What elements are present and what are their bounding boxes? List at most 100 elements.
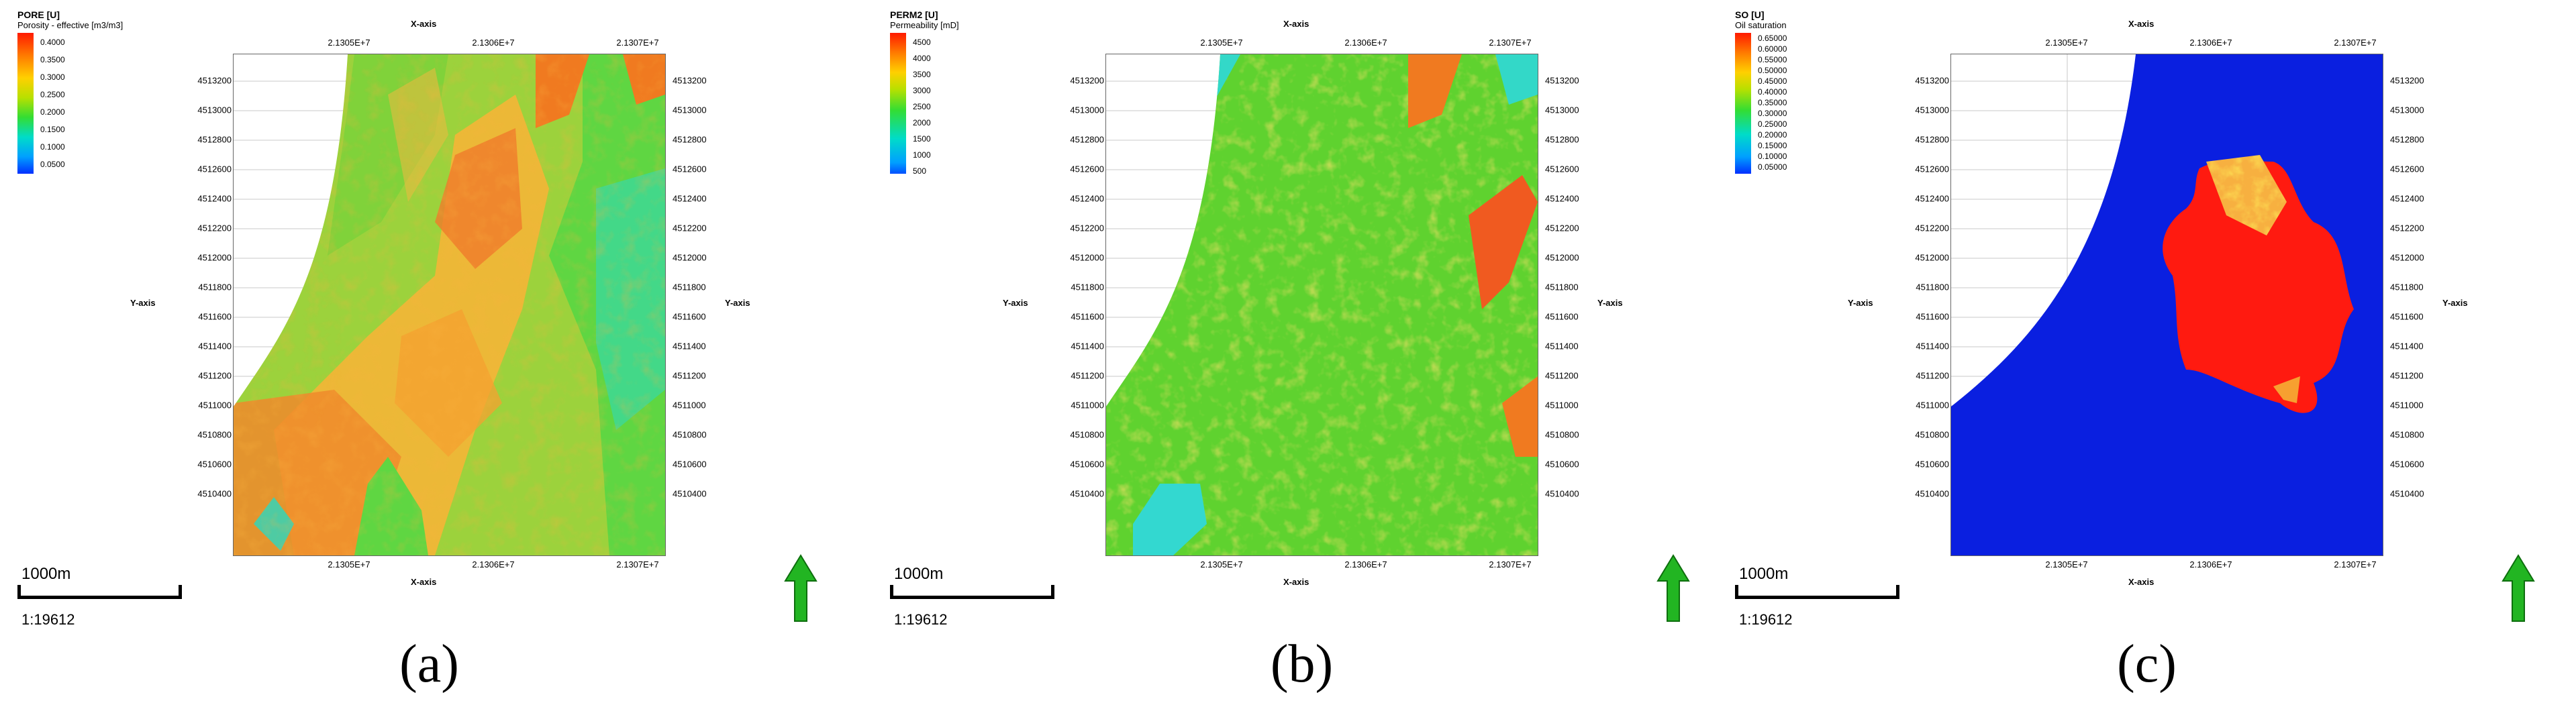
x-tick-bottom: 2.1305E+7 bbox=[1200, 559, 1243, 570]
y-tick-right: 4511600 bbox=[673, 311, 706, 322]
y-tick-left: 4510600 bbox=[197, 459, 232, 470]
legend-tick: 0.3500 bbox=[40, 55, 65, 64]
y-tick-right: 4510400 bbox=[2390, 488, 2424, 499]
y-tick-right: 4510400 bbox=[673, 488, 707, 499]
scale-bar: 1000m 1:19612 bbox=[17, 565, 182, 629]
y-axis-title-right: Y-axis bbox=[2442, 298, 2468, 308]
legend-tick: 0.60000 bbox=[1758, 44, 1787, 54]
y-tick-right: 4511000 bbox=[2390, 400, 2424, 411]
y-tick-right: 4512400 bbox=[2390, 193, 2424, 204]
x-tick-top: 2.1306E+7 bbox=[2189, 38, 2232, 48]
y-tick-right: 4511400 bbox=[673, 341, 706, 351]
x-tick-top: 2.1305E+7 bbox=[2045, 38, 2088, 48]
legend-tick: 500 bbox=[913, 166, 927, 176]
y-tick-right: 4512000 bbox=[2390, 252, 2424, 263]
y-tick-left: 4512600 bbox=[1070, 164, 1104, 174]
y-tick-left: 4511600 bbox=[1916, 311, 1949, 322]
y-tick-right: 4511800 bbox=[1545, 282, 1579, 292]
legend-tick: 0.30000 bbox=[1758, 109, 1787, 118]
y-tick-left: 4511400 bbox=[1916, 341, 1949, 351]
y-tick-left: 4512800 bbox=[1070, 134, 1104, 145]
legend-subtitle: Oil saturation bbox=[1735, 20, 1787, 30]
y-tick-left: 4512600 bbox=[1915, 164, 1949, 174]
legend-tick: 2000 bbox=[913, 118, 931, 127]
x-tick-top: 2.1307E+7 bbox=[1489, 38, 1532, 48]
x-tick-bottom: 2.1307E+7 bbox=[1489, 559, 1532, 570]
legend-tick: 0.2500 bbox=[40, 90, 65, 99]
y-tick-right: 4510800 bbox=[1545, 429, 1579, 440]
y-tick-left: 4510600 bbox=[1070, 459, 1104, 470]
y-tick-left: 4513200 bbox=[1070, 75, 1104, 86]
y-tick-left: 4511400 bbox=[198, 341, 232, 351]
y-tick-right: 4511200 bbox=[673, 370, 706, 381]
color-scale-bar bbox=[1735, 33, 1751, 174]
y-tick-left: 4511800 bbox=[1916, 282, 1949, 292]
y-tick-left: 4510800 bbox=[1915, 429, 1949, 440]
legend-tick: 0.1000 bbox=[40, 142, 65, 152]
map-frame bbox=[1950, 54, 2383, 556]
y-tick-right: 4512000 bbox=[673, 252, 707, 263]
legend-tick: 4500 bbox=[913, 38, 931, 47]
x-tick-bottom: 2.1306E+7 bbox=[472, 559, 515, 570]
y-tick-right: 4511400 bbox=[2390, 341, 2424, 351]
y-tick-right: 4510800 bbox=[2390, 429, 2424, 440]
legend-tick: 0.40000 bbox=[1758, 87, 1787, 97]
y-axis-title-left: Y-axis bbox=[1003, 298, 1028, 308]
y-tick-left: 4510800 bbox=[1070, 429, 1104, 440]
y-tick-left: 4513200 bbox=[1915, 75, 1949, 86]
legend-tick: 0.35000 bbox=[1758, 98, 1787, 107]
panel-caption: (b) bbox=[1270, 635, 1334, 694]
y-tick-left: 4511200 bbox=[198, 370, 232, 381]
y-tick-right: 4511200 bbox=[1545, 370, 1579, 381]
y-tick-right: 4510600 bbox=[673, 459, 707, 470]
y-tick-right: 4510600 bbox=[2390, 459, 2424, 470]
legend-tick: 0.45000 bbox=[1758, 76, 1787, 86]
y-tick-left: 4512200 bbox=[197, 223, 232, 233]
legend-tick: 0.10000 bbox=[1758, 152, 1787, 161]
legend-tick: 3000 bbox=[913, 86, 931, 95]
y-tick-left: 4513000 bbox=[1070, 105, 1104, 115]
legend-subtitle: Porosity - effective [m3/m3] bbox=[17, 20, 123, 30]
legend-tick: 4000 bbox=[913, 54, 931, 63]
y-tick-left: 4510800 bbox=[197, 429, 232, 440]
x-axis-title-bottom: X-axis bbox=[411, 577, 437, 587]
x-axis-title-top: X-axis bbox=[411, 19, 437, 29]
legend-title: PERM2 [U] bbox=[890, 9, 938, 20]
y-tick-right: 4512800 bbox=[673, 134, 707, 145]
y-tick-left: 4510600 bbox=[1915, 459, 1949, 470]
y-tick-left: 4511000 bbox=[1916, 400, 1949, 411]
y-tick-left: 4511000 bbox=[198, 400, 232, 411]
permeability-map bbox=[1106, 54, 1538, 555]
y-tick-left: 4511400 bbox=[1071, 341, 1104, 351]
legend-tick: 0.2000 bbox=[40, 107, 65, 117]
y-tick-right: 4512600 bbox=[1545, 164, 1579, 174]
y-tick-right: 4513000 bbox=[673, 105, 707, 115]
y-tick-right: 4512200 bbox=[1545, 223, 1579, 233]
scale-bar-line bbox=[890, 585, 1054, 599]
north-arrow-icon bbox=[1656, 554, 1690, 622]
x-tick-bottom: 2.1306E+7 bbox=[1344, 559, 1387, 570]
scale-bar: 1000m 1:19612 bbox=[890, 565, 1054, 629]
scale-bar-line bbox=[17, 585, 182, 599]
legend-tick: 0.1500 bbox=[40, 125, 65, 134]
color-scale-bar bbox=[890, 33, 906, 174]
y-tick-right: 4511000 bbox=[673, 400, 706, 411]
color-scale-bar bbox=[17, 33, 34, 174]
y-axis-title-left: Y-axis bbox=[1848, 298, 1873, 308]
x-tick-top: 2.1305E+7 bbox=[1200, 38, 1243, 48]
y-tick-right: 4513000 bbox=[1545, 105, 1579, 115]
y-tick-left: 4511000 bbox=[1071, 400, 1104, 411]
x-tick-bottom: 2.1307E+7 bbox=[2334, 559, 2377, 570]
y-axis-title-right: Y-axis bbox=[1597, 298, 1623, 308]
y-tick-right: 4511000 bbox=[1545, 400, 1579, 411]
y-tick-right: 4512600 bbox=[2390, 164, 2424, 174]
panel-caption: (c) bbox=[2117, 635, 2177, 694]
y-axis-title-right: Y-axis bbox=[725, 298, 750, 308]
y-tick-left: 4511600 bbox=[198, 311, 232, 322]
y-tick-left: 4510400 bbox=[1915, 488, 1949, 499]
y-tick-left: 4512800 bbox=[197, 134, 232, 145]
y-axis-title-left: Y-axis bbox=[130, 298, 156, 308]
x-tick-bottom: 2.1306E+7 bbox=[2189, 559, 2232, 570]
x-axis-title-bottom: X-axis bbox=[1283, 577, 1309, 587]
legend-tick: 0.65000 bbox=[1758, 34, 1787, 43]
